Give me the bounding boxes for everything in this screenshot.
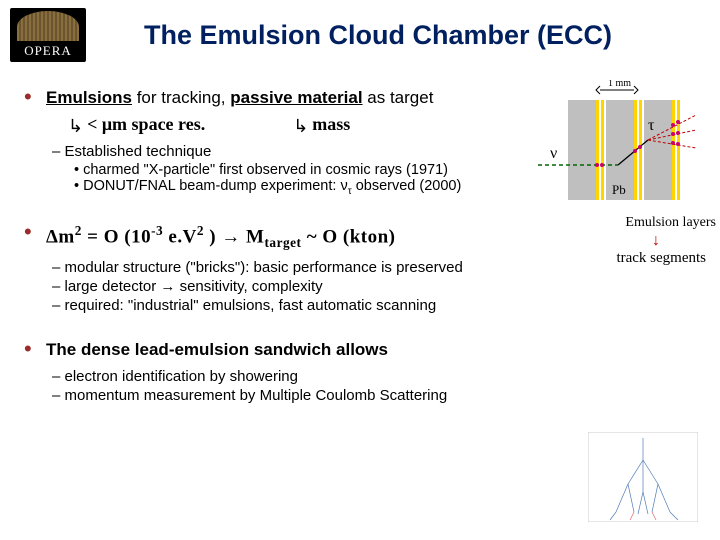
- emulsion-layers-label: Emulsion layers: [625, 215, 716, 231]
- res-text: < μm space res.: [87, 114, 205, 134]
- shower-thumbnail: [588, 432, 698, 522]
- bullet3-subs: – electron identification by showering –…: [52, 368, 702, 404]
- mass-text: mass: [312, 114, 350, 134]
- mass-formula: Δm2 = O (10-3 e.V2 ) → Mtarget ~ O (kton…: [46, 223, 702, 251]
- momentum-line: – momentum measurement by Multiple Coulo…: [52, 387, 702, 404]
- track-segments-label: track segments: [616, 250, 706, 267]
- electron-line: – electron identification by showering: [52, 368, 702, 385]
- bullet-sandwich: The dense lead-emulsion sandwich allows …: [46, 340, 702, 404]
- bullet-mass: Δm2 = O (10-3 e.V2 ) → Mtarget ~ O (kton…: [46, 223, 702, 314]
- logo-text: OPERA: [24, 43, 72, 62]
- down-arrow-icon: ↓: [652, 232, 660, 250]
- logo-arch-icon: [17, 11, 79, 41]
- pb-label: Pb: [612, 182, 626, 197]
- nu-label: ν: [550, 145, 557, 162]
- sandwich-head: The dense lead-emulsion sandwich allows: [46, 340, 702, 360]
- title-bar: OPERA The Emulsion Cloud Chamber (ECC): [0, 0, 720, 70]
- detector-line: – large detector → sensitivity, complexi…: [52, 278, 702, 295]
- corner-arrow-icon: ↳: [68, 116, 83, 136]
- corner-arrow-icon: ↳: [293, 116, 308, 136]
- page-title: The Emulsion Cloud Chamber (ECC): [86, 20, 710, 51]
- required-line: – required: "industrial" emulsions, fast…: [52, 297, 702, 314]
- opera-logo: OPERA: [10, 8, 86, 62]
- tau-label: τ: [648, 117, 655, 134]
- modular-line: – modular structure ("bricks"): basic pe…: [52, 259, 702, 276]
- scale-label: 1 mm: [608, 80, 631, 89]
- bullet2-subs: – modular structure ("bricks"): basic pe…: [52, 259, 702, 314]
- ecc-diagram: 1 mm ν τ Pb: [538, 80, 696, 210]
